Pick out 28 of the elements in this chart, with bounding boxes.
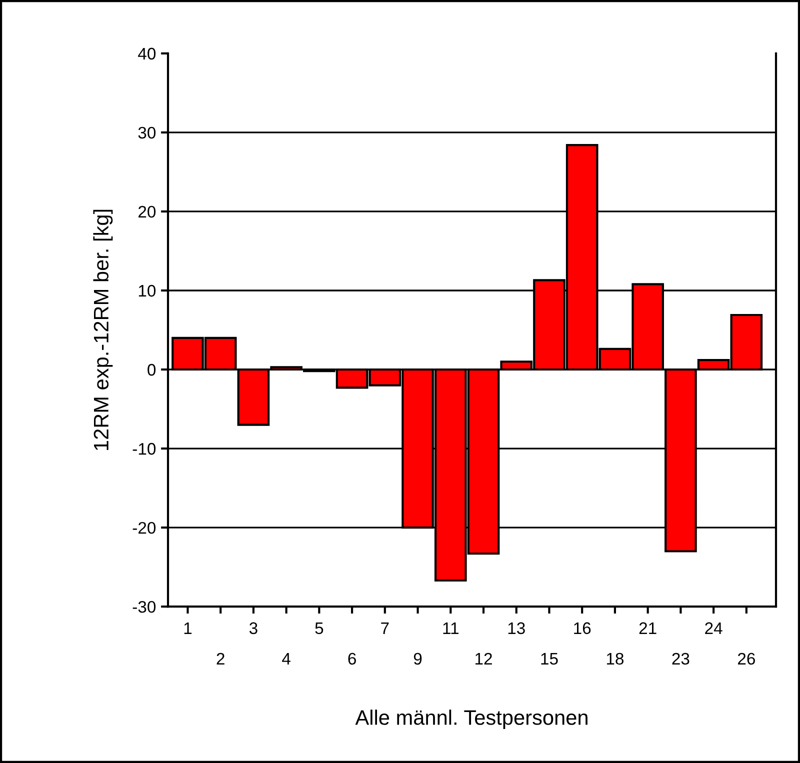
y-tick-label: -20 bbox=[132, 522, 156, 534]
x-tick-label: 11 bbox=[443, 622, 458, 634]
x-tick-label: 15 bbox=[541, 653, 558, 665]
x-tick-label: 24 bbox=[705, 622, 722, 634]
x-tick-label: 6 bbox=[348, 652, 356, 665]
x-tick-label: 7 bbox=[381, 622, 389, 634]
y-tick-label: -30 bbox=[132, 600, 156, 613]
y-tick-label: 0 bbox=[148, 364, 156, 376]
y-tick-label: -10 bbox=[132, 442, 156, 455]
y-tick-label: 20 bbox=[138, 206, 156, 218]
x-tick-label: 18 bbox=[606, 652, 624, 665]
y-tick-label: 40 bbox=[138, 48, 156, 60]
x-tick-label: 21 bbox=[639, 622, 656, 634]
x-axis-title: Alle männl. Testpersonen bbox=[355, 710, 588, 730]
x-tick-label: 23 bbox=[672, 652, 690, 665]
y-axis-title: 12RM exp.-12RM ber. [kg] bbox=[93, 210, 113, 450]
x-tick-label: 5 bbox=[315, 622, 324, 634]
x-tick-label: 2 bbox=[216, 652, 224, 664]
x-tick-label: 4 bbox=[282, 653, 290, 664]
x-tick-label: 3 bbox=[249, 622, 258, 634]
x-tick-label: 9 bbox=[414, 652, 422, 665]
x-tick-label: 13 bbox=[508, 622, 525, 634]
x-tick-label: 12 bbox=[476, 652, 492, 664]
x-tick-label: 1 bbox=[184, 622, 192, 634]
y-tick-label: 30 bbox=[138, 126, 156, 139]
x-tick-label: 16 bbox=[574, 622, 591, 634]
x-tick-label: 26 bbox=[738, 652, 755, 665]
y-tick-label: 10 bbox=[138, 284, 156, 297]
